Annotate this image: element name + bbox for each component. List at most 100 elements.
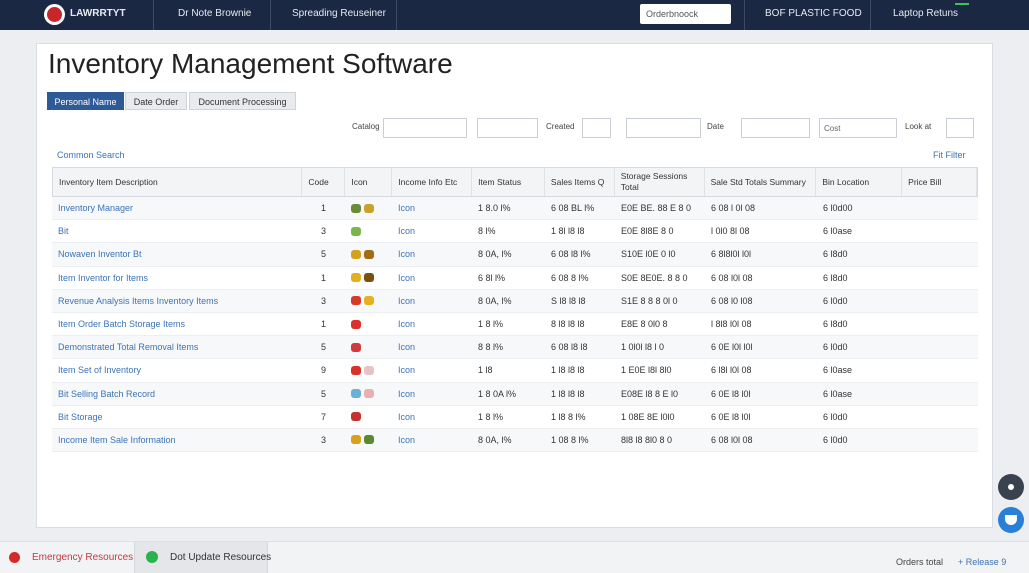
search-link[interactable]: Common Search	[57, 150, 125, 160]
table-row[interactable]: Income Item Sale Information 3 Icon 8 0A, l…	[52, 428, 978, 453]
table-cell: 6 08 l0l 08	[711, 434, 753, 445]
column-header[interactable]: Storage Sessions Total	[615, 168, 705, 196]
logo[interactable]	[44, 4, 65, 25]
column-header[interactable]: Bin Location	[816, 168, 903, 196]
table-cell: 1 8.0 l%	[478, 203, 511, 214]
table-cell	[903, 243, 978, 265]
column-header[interactable]: Inventory Item Description	[53, 168, 303, 196]
item-icon	[364, 365, 374, 375]
nav-item[interactable]: Dr Note Brownie	[178, 8, 252, 19]
table-cell: 8 l%	[478, 226, 496, 237]
item-icon	[364, 273, 374, 283]
search-input[interactable]: Orderbnoock	[640, 4, 731, 24]
tab[interactable]: Document Processing	[189, 92, 296, 110]
filter-link[interactable]: Fit Filter	[933, 150, 966, 160]
table-cell: 1 l8 l8 l8	[551, 365, 585, 376]
item-icon	[351, 249, 361, 259]
item-icon	[351, 389, 361, 399]
filter-input[interactable]: Cost	[819, 118, 897, 138]
table-cell: 8 0A, l%	[478, 295, 512, 306]
icon-cell	[345, 313, 392, 335]
nav-item[interactable]: Spreading Reuseiner	[292, 8, 386, 19]
status-link[interactable]: Icon	[398, 342, 416, 353]
button-icon	[1005, 515, 1017, 525]
nav-item[interactable]: Laptop Retuns	[893, 8, 959, 19]
item-name[interactable]: Bit Storage	[58, 411, 103, 422]
icon-cell	[345, 220, 392, 242]
filter-input[interactable]	[582, 118, 611, 138]
item-name[interactable]: Bit Selling Batch Record	[58, 388, 156, 399]
column-header[interactable]: Icon	[345, 168, 393, 196]
item-icon	[351, 412, 361, 422]
nav-separator	[744, 0, 745, 30]
status-link[interactable]: Icon	[398, 365, 416, 376]
filter-input[interactable]	[946, 118, 974, 138]
table-cell: 6 l8d0	[823, 319, 848, 330]
item-name[interactable]: Income Item Sale Information	[58, 434, 176, 445]
column-header[interactable]: Price Bill	[902, 168, 977, 196]
table-row[interactable]: Bit Selling Batch Record 5 Icon 1 8 0A l% 1 …	[52, 382, 978, 406]
item-name[interactable]: Item Set of Inventory	[58, 365, 142, 376]
table-cell: 6 l8l l0l 08	[711, 365, 752, 376]
brand[interactable]: LAWRRTYT	[70, 8, 126, 19]
column-header[interactable]: Code	[302, 168, 346, 196]
status-link[interactable]: Icon	[398, 203, 416, 214]
table-cell: 3	[320, 434, 326, 445]
table-row[interactable]: Bit Storage 7 Icon 1 8 l% 1 l8 8 l% 1 08E 8E …	[52, 405, 978, 429]
item-name[interactable]: Demonstrated Total Removal Items	[58, 342, 199, 353]
table-row[interactable]: Item Inventor for Items 1 Icon 6 8l l% 6 08 …	[52, 266, 978, 290]
item-icon	[364, 203, 374, 213]
filter-input[interactable]	[741, 118, 810, 138]
table-row[interactable]: Bit 3 Icon 8 l% 1 8l l8 l8 E0E 8l8E 8 0 l 0l0 …	[52, 220, 978, 244]
column-header[interactable]: Item Status	[472, 168, 545, 196]
filter-input[interactable]	[626, 118, 701, 138]
item-name[interactable]: Inventory Manager	[58, 203, 134, 214]
floating-button[interactable]	[998, 507, 1024, 533]
status-link[interactable]: Icon	[398, 226, 416, 237]
status-link[interactable]: Icon	[398, 434, 416, 445]
footer-tab-label[interactable]: Emergency Resources	[32, 552, 134, 563]
filter-label: Catalog	[352, 122, 380, 131]
floating-button[interactable]	[998, 474, 1024, 500]
item-icon	[351, 319, 361, 329]
table-row[interactable]: Item Set of Inventory 9 Icon 1 l8 1 l8 l8 l8…	[52, 359, 978, 383]
item-icon	[351, 296, 361, 306]
item-name[interactable]: Revenue Analysis Items Inventory Items	[58, 295, 219, 306]
filter-input[interactable]	[477, 118, 538, 138]
item-name[interactable]: Bit	[58, 226, 69, 237]
table-cell	[903, 336, 978, 358]
nav-separator	[396, 0, 397, 30]
icon-cell	[345, 383, 392, 405]
column-header[interactable]: Sale Std Totals Summary	[705, 168, 817, 196]
table-row[interactable]: Demonstrated Total Removal Items 5 Icon 8 8…	[52, 336, 978, 360]
table-cell: 1 0l0l l8 l 0	[621, 342, 665, 353]
status-link[interactable]: Icon	[398, 249, 416, 260]
status-link[interactable]: Icon	[398, 411, 416, 422]
item-icon	[351, 365, 361, 375]
column-header[interactable]: Sales Items Q	[545, 168, 615, 196]
item-icon	[351, 435, 361, 445]
status-link[interactable]: Icon	[398, 388, 416, 399]
table-cell: S l8 l8 l8	[551, 295, 586, 306]
tab[interactable]: Date Order	[125, 92, 187, 110]
column-header[interactable]: Income Info Etc	[392, 168, 473, 196]
table-row[interactable]: Item Order Batch Storage Items 1 Icon 1 8 l…	[52, 312, 978, 337]
table-row[interactable]: Nowaven Inventor Bt 5 Icon 8 0A, l% 6 08 l8 …	[52, 243, 978, 267]
table-row[interactable]: Revenue Analysis Items Inventory Items 3 I…	[52, 289, 978, 313]
tab[interactable]: Personal Name	[47, 92, 124, 110]
table-cell: 8 8 l%	[478, 342, 504, 353]
table-cell	[903, 313, 978, 335]
item-name[interactable]: Item Order Batch Storage Items	[58, 319, 186, 330]
status-link[interactable]: Icon	[398, 272, 416, 283]
status-link[interactable]: Icon	[398, 319, 416, 330]
item-name[interactable]: Nowaven Inventor Bt	[58, 249, 142, 260]
item-name[interactable]: Item Inventor for Items	[58, 272, 149, 283]
release-link[interactable]: + Release 9	[958, 557, 1007, 567]
table-row[interactable]: Inventory Manager 1 Icon 1 8.0 l% 6 08 BL l%…	[52, 197, 978, 221]
footer-tab[interactable]	[0, 542, 135, 573]
footer-tab-label[interactable]: Dot Update Resources	[170, 552, 272, 563]
filter-label: Created	[546, 122, 575, 131]
filter-input[interactable]	[383, 118, 467, 138]
nav-item[interactable]: BOF PLASTIC FOOD	[765, 8, 862, 19]
status-link[interactable]: Icon	[398, 295, 416, 306]
